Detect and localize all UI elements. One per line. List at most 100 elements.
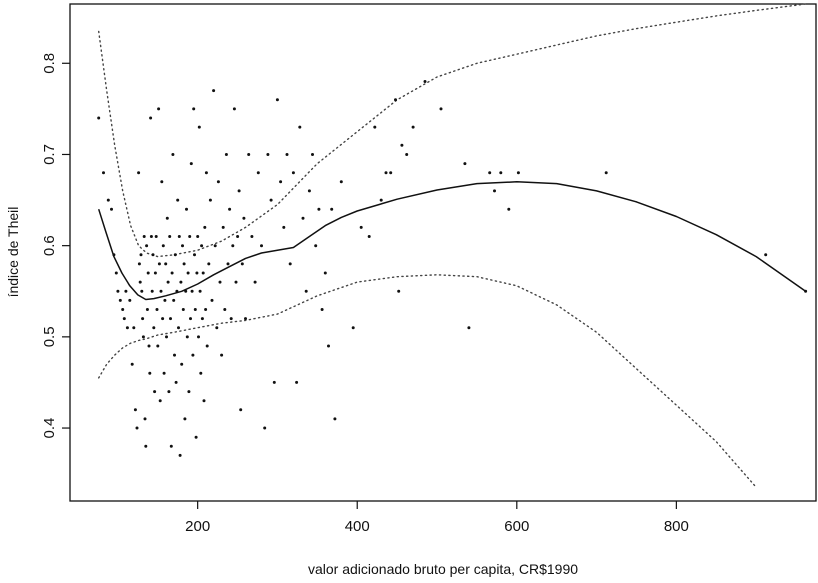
data-point [133, 408, 137, 412]
data-point [203, 225, 207, 229]
data-point [218, 280, 222, 284]
data-point [132, 326, 136, 330]
data-point [463, 162, 467, 166]
data-point [182, 262, 186, 266]
y-tick-label: 0.4 [41, 418, 58, 439]
data-point [185, 335, 189, 339]
data-point [260, 244, 263, 248]
data-point [488, 171, 492, 175]
data-point [221, 225, 225, 229]
data-point [130, 362, 134, 366]
x-tick-label: 600 [504, 518, 529, 535]
data-point [97, 116, 101, 120]
data-point [205, 344, 209, 348]
data-point [189, 317, 192, 321]
data-point [137, 262, 141, 266]
data-point [215, 326, 219, 330]
data-point [467, 326, 471, 330]
data-point [223, 308, 227, 311]
x-tick-label: 200 [185, 518, 210, 535]
data-point [152, 326, 156, 330]
data-point [208, 198, 212, 202]
data-point [186, 271, 190, 275]
data-point [143, 417, 147, 421]
data-point [165, 335, 168, 339]
data-point [384, 171, 388, 175]
data-point [142, 235, 146, 238]
data-point [163, 298, 167, 302]
data-point [333, 417, 337, 421]
data-point [204, 308, 208, 311]
data-point [247, 153, 251, 156]
data-point [282, 225, 286, 229]
data-point [118, 298, 122, 302]
data-point [197, 125, 201, 129]
data-point [195, 271, 199, 275]
data-point [210, 298, 214, 302]
data-point [266, 153, 270, 156]
data-point [220, 353, 224, 357]
data-point [160, 180, 164, 184]
data-point [170, 271, 174, 275]
data-point [405, 153, 409, 156]
data-point [314, 244, 318, 248]
data-point [228, 207, 232, 211]
data-point [263, 426, 267, 430]
data-point [102, 171, 105, 175]
data-point [507, 207, 511, 211]
data-point [169, 444, 173, 448]
fit-curve-line [97, 181, 807, 301]
data-point [148, 371, 152, 375]
data-point [190, 289, 194, 293]
data-point [439, 107, 443, 111]
y-tick-label: 0.7 [41, 144, 58, 165]
y-tick-label: 0.5 [41, 326, 58, 347]
data-point [156, 344, 160, 348]
data-point [177, 326, 180, 330]
data-point [128, 298, 132, 302]
data-point [189, 162, 193, 166]
data-point [285, 153, 289, 156]
data-point [330, 207, 334, 211]
data-point [516, 171, 520, 175]
data-point [269, 198, 273, 202]
data-point [232, 107, 236, 111]
data-point [145, 308, 149, 311]
data-point [197, 335, 200, 339]
data-point [183, 417, 187, 421]
data-point [116, 289, 120, 293]
data-point [411, 125, 415, 129]
x-axis-title: valor adicionado bruto per capita, CR$19… [308, 561, 578, 577]
data-point [367, 235, 371, 238]
data-point [185, 207, 188, 211]
data-point [307, 189, 311, 193]
data-point [158, 399, 162, 403]
data-point [317, 207, 321, 211]
data-point [764, 253, 768, 257]
data-point [174, 380, 178, 384]
data-point [198, 289, 202, 293]
data-point [229, 317, 233, 321]
data-point [154, 235, 158, 238]
data-point [138, 280, 142, 284]
lower-band-line [97, 274, 757, 488]
data-point [240, 262, 244, 266]
data-point [256, 171, 260, 175]
data-point [237, 189, 241, 193]
data-point [121, 308, 125, 311]
data-point [149, 235, 153, 238]
data-point [320, 308, 324, 311]
data-point [604, 171, 608, 175]
data-point [141, 317, 145, 321]
data-point [191, 353, 195, 357]
data-point [236, 235, 240, 238]
upper-band-line [97, 3, 807, 258]
data-point [173, 353, 176, 357]
data-point [311, 153, 314, 156]
data-point [204, 171, 208, 175]
data-point [239, 408, 243, 412]
data-point [202, 399, 206, 403]
y-axis-title: índice de Theil [5, 207, 21, 298]
data-point [194, 435, 198, 439]
